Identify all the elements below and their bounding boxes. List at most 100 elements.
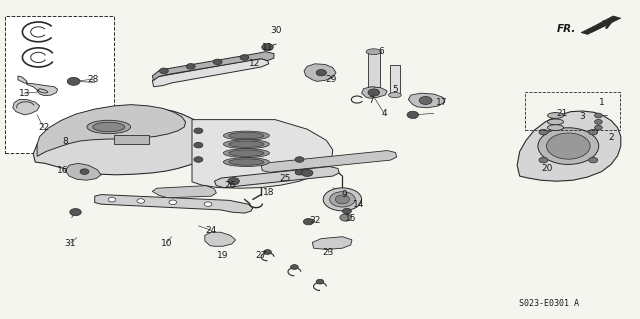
Text: 2: 2 <box>609 133 614 142</box>
Ellipse shape <box>229 150 264 156</box>
Ellipse shape <box>368 89 380 96</box>
Text: 13: 13 <box>19 89 30 98</box>
Text: 11: 11 <box>262 43 273 52</box>
Ellipse shape <box>551 119 560 125</box>
Ellipse shape <box>240 55 249 60</box>
Text: 16: 16 <box>57 166 68 175</box>
Ellipse shape <box>335 195 349 204</box>
Text: 27: 27 <box>255 251 267 260</box>
Text: 18: 18 <box>263 188 275 197</box>
Ellipse shape <box>67 77 80 85</box>
Polygon shape <box>152 186 216 198</box>
Text: 19: 19 <box>217 251 228 260</box>
Text: 7: 7 <box>369 96 374 105</box>
Text: 26: 26 <box>225 181 236 190</box>
Ellipse shape <box>595 119 602 124</box>
Text: 22: 22 <box>38 123 49 132</box>
Polygon shape <box>214 167 339 188</box>
Polygon shape <box>517 111 621 181</box>
Ellipse shape <box>323 188 362 211</box>
Ellipse shape <box>316 70 326 76</box>
Bar <box>5 16 114 153</box>
Polygon shape <box>152 59 269 87</box>
Ellipse shape <box>303 219 314 225</box>
Ellipse shape <box>539 129 548 135</box>
Polygon shape <box>408 93 445 108</box>
Polygon shape <box>95 195 253 213</box>
Ellipse shape <box>159 68 168 74</box>
Ellipse shape <box>340 214 351 221</box>
Polygon shape <box>192 120 333 188</box>
Ellipse shape <box>186 63 195 69</box>
Ellipse shape <box>204 202 212 206</box>
Ellipse shape <box>548 119 564 125</box>
Ellipse shape <box>547 133 590 159</box>
Text: 21: 21 <box>556 109 568 118</box>
Ellipse shape <box>551 125 560 130</box>
Text: FR.: FR. <box>557 24 576 34</box>
Ellipse shape <box>223 158 269 167</box>
Ellipse shape <box>301 169 313 176</box>
Text: 8: 8 <box>63 137 68 146</box>
Ellipse shape <box>229 159 264 165</box>
Bar <box>525 92 620 130</box>
Text: 15: 15 <box>345 214 356 223</box>
Polygon shape <box>581 16 621 34</box>
Text: 30: 30 <box>271 26 282 35</box>
Ellipse shape <box>419 96 432 105</box>
Text: 23: 23 <box>322 248 333 256</box>
Polygon shape <box>18 76 58 96</box>
Text: 4: 4 <box>381 109 387 118</box>
Ellipse shape <box>264 249 271 255</box>
Ellipse shape <box>169 200 177 204</box>
Ellipse shape <box>213 59 222 65</box>
Text: 20: 20 <box>541 164 553 173</box>
Ellipse shape <box>342 208 351 214</box>
Ellipse shape <box>551 113 560 118</box>
Ellipse shape <box>194 128 203 134</box>
Ellipse shape <box>595 125 602 130</box>
Bar <box>368 52 380 90</box>
Ellipse shape <box>228 178 239 185</box>
Text: 32: 32 <box>309 216 321 225</box>
Bar <box>390 65 400 95</box>
Ellipse shape <box>595 113 602 118</box>
Text: 29: 29 <box>326 75 337 84</box>
Text: 31: 31 <box>65 239 76 248</box>
Text: 3: 3 <box>580 112 585 121</box>
Polygon shape <box>13 100 40 115</box>
Ellipse shape <box>108 197 116 202</box>
Text: 10: 10 <box>161 239 172 248</box>
Ellipse shape <box>539 157 548 163</box>
Ellipse shape <box>262 44 273 51</box>
Text: 6: 6 <box>378 47 383 56</box>
Text: 28: 28 <box>87 75 99 84</box>
Ellipse shape <box>194 157 203 162</box>
Ellipse shape <box>589 157 598 163</box>
Polygon shape <box>152 52 274 80</box>
Ellipse shape <box>80 169 89 174</box>
Ellipse shape <box>93 122 125 132</box>
Text: 9: 9 <box>342 190 347 199</box>
Polygon shape <box>312 237 352 249</box>
Ellipse shape <box>291 265 298 269</box>
Ellipse shape <box>548 125 564 130</box>
Text: S023-E0301 A: S023-E0301 A <box>519 299 579 308</box>
Text: 17: 17 <box>436 98 447 107</box>
Ellipse shape <box>548 113 564 118</box>
Text: 24: 24 <box>205 226 217 235</box>
Bar <box>114 135 149 144</box>
Ellipse shape <box>229 141 264 147</box>
Polygon shape <box>205 232 236 246</box>
Ellipse shape <box>295 157 304 162</box>
Polygon shape <box>37 105 186 156</box>
Ellipse shape <box>366 49 381 55</box>
Ellipse shape <box>388 93 401 98</box>
Polygon shape <box>33 108 219 175</box>
Ellipse shape <box>87 120 131 134</box>
Ellipse shape <box>407 111 419 118</box>
Ellipse shape <box>330 192 355 207</box>
Ellipse shape <box>366 87 381 93</box>
Ellipse shape <box>194 142 203 148</box>
Ellipse shape <box>70 209 81 216</box>
